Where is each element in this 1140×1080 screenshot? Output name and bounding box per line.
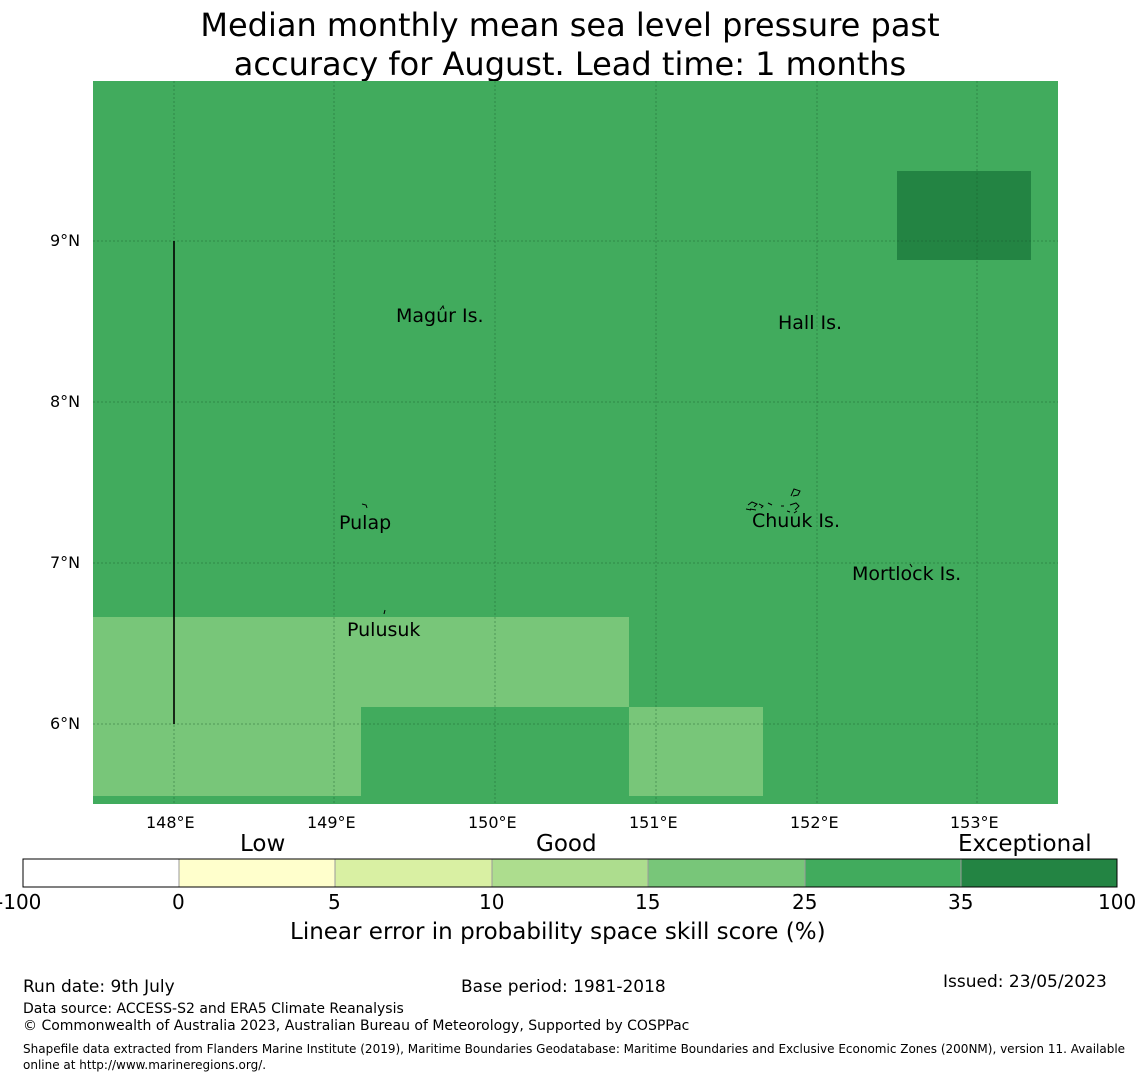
- colorbar-category-low: Low: [240, 831, 286, 857]
- colorbar-segment: [805, 859, 961, 887]
- copyright: © Commonwealth of Australia 2023, Austra…: [23, 1018, 690, 1034]
- colorbar-segment: [492, 859, 648, 887]
- place-label-magur: Magur Is.: [396, 305, 484, 327]
- shapefile-credit-line-2: online at http://www.marineregions.org/.: [23, 1058, 267, 1072]
- colorbar-tick-label: -100: [0, 890, 42, 914]
- lon-tick-label: 153°E: [950, 813, 999, 832]
- pulap-island-shape: [361, 503, 368, 509]
- colorbar-tick-label: 5: [328, 890, 341, 914]
- colorbar-category-exceptional: Exceptional: [958, 831, 1092, 857]
- colorbar-segment: [179, 859, 335, 887]
- colorbar-tick-label: 100: [1098, 890, 1137, 914]
- colorbar-category-good: Good: [536, 831, 597, 857]
- colorbar: [22, 858, 1118, 888]
- skill-cell-15-25: [629, 707, 763, 796]
- chuuk-lagoon-shape: [745, 488, 801, 514]
- lon-tick-label: 151°E: [629, 813, 678, 832]
- lat-tick-label: 7°N: [50, 553, 81, 572]
- colorbar-tick-label: 35: [948, 890, 974, 914]
- lat-tick-label: 8°N: [50, 392, 81, 411]
- colorbar-tick-label: 25: [792, 890, 818, 914]
- mortlock-island-shape: [909, 563, 913, 568]
- colorbar-segment: [961, 859, 1117, 887]
- lat-tick-label: 6°N: [50, 714, 81, 733]
- data-source: Data source: ACCESS-S2 and ERA5 Climate …: [23, 1001, 404, 1017]
- lon-tick-label: 152°E: [790, 813, 839, 832]
- colorbar-segment: [335, 859, 492, 887]
- pulusuk-island-shape: [383, 609, 386, 615]
- lon-tick-label: 150°E: [468, 813, 517, 832]
- place-label-pulap: Pulap: [339, 512, 392, 534]
- issued-date: Issued: 23/05/2023: [943, 972, 1107, 992]
- colorbar-tick-label: 0: [172, 890, 185, 914]
- chart-title: Median monthly mean sea level pressure p…: [0, 6, 1140, 84]
- skill-cell-15-25: [93, 617, 629, 707]
- colorbar-segment: [23, 859, 179, 887]
- skill-cell-15-25: [93, 707, 361, 796]
- colorbar-title: Linear error in probability space skill …: [290, 919, 826, 945]
- lat-tick-label: 9°N: [50, 231, 81, 250]
- title-line-2: accuracy for August. Lead time: 1 months: [233, 45, 907, 83]
- lon-tick-label: 148°E: [146, 813, 195, 832]
- island-outlines: [361, 304, 913, 615]
- colorbar-tick-label: 10: [479, 890, 505, 914]
- title-line-1: Median monthly mean sea level pressure p…: [200, 6, 940, 44]
- place-label-chuuk: Chuuk Is.: [752, 510, 840, 532]
- place-label-mortlock: Mortlock Is.: [852, 563, 962, 585]
- base-period: Base period: 1981-2018: [461, 977, 666, 997]
- magur-island-shape: [439, 304, 445, 311]
- place-label-hall: Hall Is.: [778, 312, 843, 334]
- shapefile-credit-line-1: Shapefile data extracted from Flanders M…: [23, 1042, 1126, 1056]
- skill-cell-35-100: [897, 171, 1031, 260]
- colorbar-tick-label: 15: [635, 890, 661, 914]
- colorbar-frame: [22, 858, 1118, 888]
- lon-tick-label: 149°E: [307, 813, 356, 832]
- colorbar-segment: [648, 859, 805, 887]
- run-date: Run date: 9th July: [23, 977, 175, 997]
- place-label-pulusuk: Pulusuk: [347, 619, 421, 641]
